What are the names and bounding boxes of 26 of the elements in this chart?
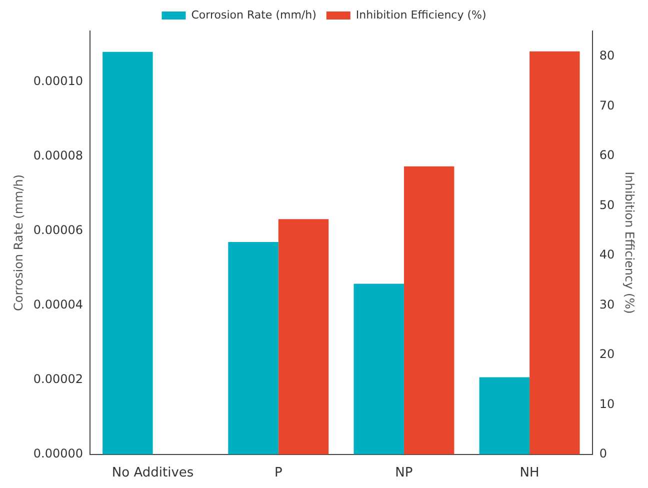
y2-tick-label: 0 <box>599 446 607 461</box>
y-tick-label: 0.00004 <box>33 297 84 312</box>
y2-tick-label: 30 <box>599 297 615 312</box>
y-tick-label: 0.00000 <box>33 446 84 461</box>
bar <box>102 52 153 454</box>
y2-tick-label: 50 <box>599 198 615 212</box>
x-tick-label: No Additives <box>112 466 194 481</box>
y2-axis-title: Inhibition Efficiency (%) <box>622 172 637 314</box>
legend-label: Inhibition Efficiency (%) <box>356 8 486 22</box>
y2-tick-label: 40 <box>599 248 615 262</box>
y2-tick-label: 70 <box>599 98 615 112</box>
y2-tick-label: 20 <box>599 347 615 362</box>
x-tick-label: NP <box>395 466 413 481</box>
bar <box>530 51 580 454</box>
y2-tick-label: 10 <box>599 396 615 411</box>
x-tick-label: NH <box>520 466 540 481</box>
legend-label: Corrosion Rate (mm/h) <box>191 8 316 22</box>
bar <box>479 377 530 454</box>
y-axis-title: Corrosion Rate (mm/h) <box>11 174 26 311</box>
y-tick-label: 0.00010 <box>33 74 84 88</box>
y-tick-label: 0.00008 <box>33 148 84 162</box>
y-tick-label: 0.00002 <box>33 372 84 386</box>
y2-tick-label: 60 <box>599 148 615 162</box>
y2-tick-label: 80 <box>599 48 615 62</box>
y-tick-label: 0.00006 <box>33 222 84 237</box>
x-tick-label: P <box>274 466 282 481</box>
